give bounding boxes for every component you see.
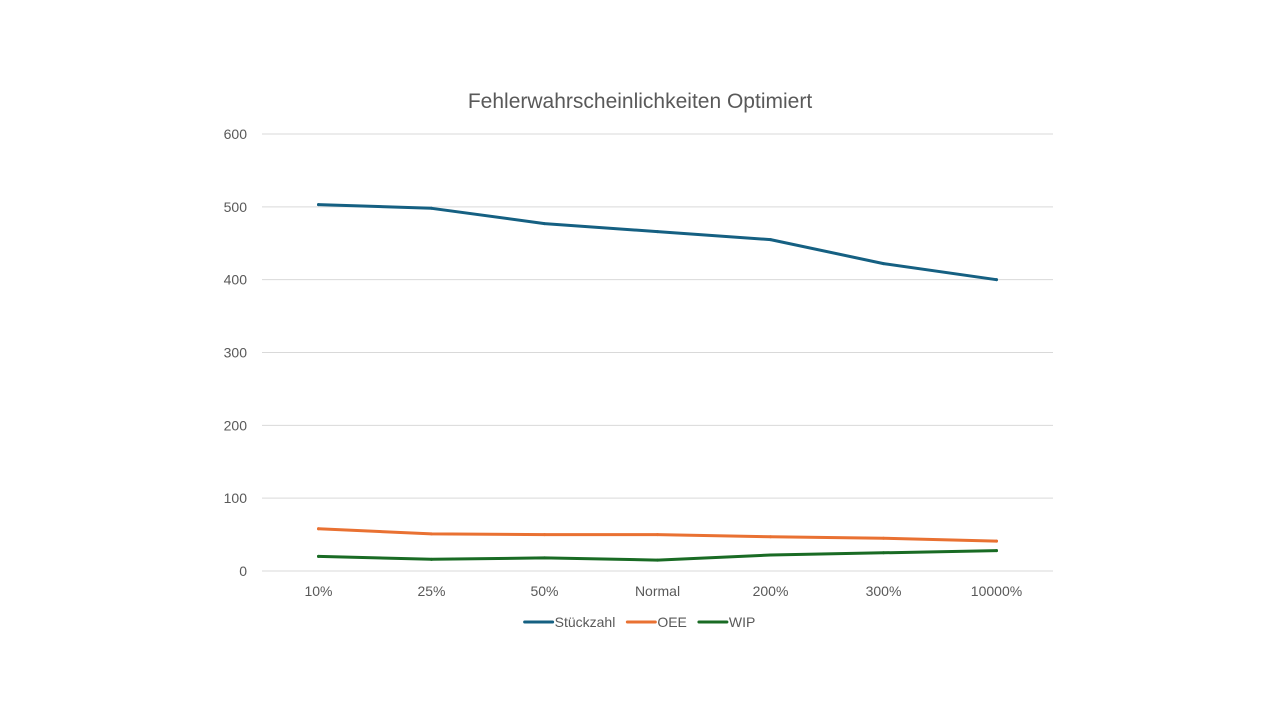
x-tick-label: 300%: [866, 583, 902, 599]
data-point: [995, 549, 998, 553]
y-tick-label: 200: [224, 417, 248, 433]
legend-item-oee: OEE: [625, 614, 687, 630]
y-tick-label: 400: [224, 272, 248, 288]
data-point: [882, 536, 885, 540]
x-tick-label: Normal: [635, 583, 680, 599]
data-point: [543, 222, 546, 226]
data-point: [543, 556, 546, 560]
legend: Stückzahl OEE WIP: [523, 614, 755, 630]
data-point: [656, 230, 659, 234]
legend-label: OEE: [657, 614, 687, 630]
x-tick-label: 10000%: [971, 583, 1022, 599]
data-point: [430, 206, 433, 210]
x-axis-ticks: 10% 25% 50% Normal 200% 300% 10000%: [304, 583, 1022, 599]
y-tick-label: 0: [239, 563, 247, 579]
legend-label: Stückzahl: [555, 614, 616, 630]
chart-title: Fehlerwahrscheinlichkeiten Optimiert: [468, 90, 812, 113]
series-line: [317, 203, 998, 282]
data-point: [317, 527, 320, 531]
legend-item-stückzahl: Stückzahl: [523, 614, 616, 630]
y-tick-label: 300: [224, 345, 248, 361]
legend-item-wip: WIP: [697, 614, 755, 630]
data-point: [882, 262, 885, 266]
series-oee: [317, 527, 998, 543]
series-wip: [317, 549, 998, 562]
data-point: [769, 553, 772, 557]
data-point: [882, 551, 885, 555]
x-tick-label: 25%: [417, 583, 445, 599]
data-point: [430, 557, 433, 561]
data-point: [995, 278, 998, 282]
data-point: [769, 238, 772, 242]
x-tick-label: 50%: [530, 583, 558, 599]
x-tick-label: 200%: [753, 583, 789, 599]
y-tick-label: 500: [224, 199, 248, 215]
data-point: [317, 554, 320, 558]
series-stückzahl: [317, 203, 998, 282]
data-point: [543, 533, 546, 537]
gridlines: [262, 133, 1053, 572]
data-point: [769, 535, 772, 539]
data-point: [995, 539, 998, 543]
legend-label: WIP: [729, 614, 755, 630]
data-point: [317, 203, 320, 207]
data-point: [430, 532, 433, 536]
data-point: [656, 533, 659, 537]
x-tick-label: 10%: [304, 583, 332, 599]
y-tick-label: 600: [224, 126, 248, 142]
series-lines: [317, 203, 998, 562]
data-point: [656, 558, 659, 562]
y-tick-label: 100: [224, 490, 248, 506]
y-axis-ticks: 0 100 200 300 400 500 600: [224, 126, 248, 579]
